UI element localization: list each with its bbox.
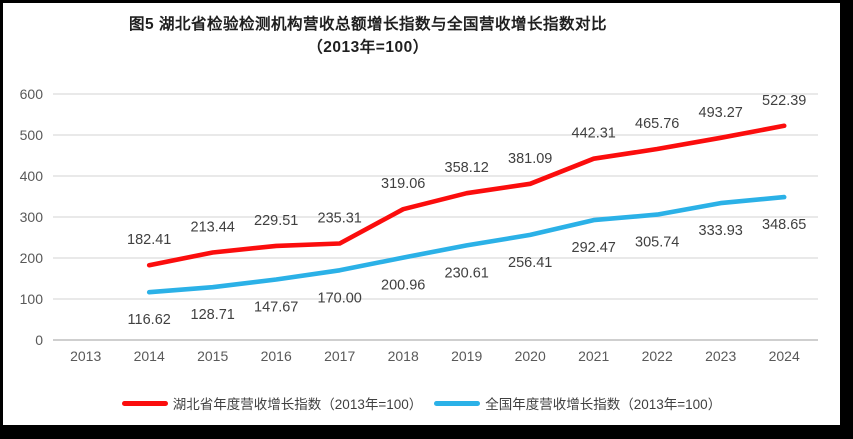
chart-title-line1: 图5 湖北省检验检测机构营收总额增长指数与全国营收增长指数对比	[129, 16, 607, 33]
x-axis-tick-label: 2018	[388, 348, 419, 364]
data-label: 319.06	[381, 176, 425, 192]
y-axis-tick-label: 400	[20, 168, 44, 184]
x-axis-tick-label: 2017	[324, 348, 355, 364]
data-label: 522.39	[762, 93, 806, 109]
x-axis-tick-label: 2021	[578, 348, 609, 364]
x-axis-tick-label: 2024	[769, 348, 800, 364]
y-axis-tick-label: 300	[20, 209, 44, 225]
plot-area: 0 100 200 300 400 500 600 2013 2014 2015 2016 2017 2…	[3, 3, 840, 425]
chart-title-line2: （2013年=100）	[307, 39, 429, 56]
data-label: 235.31	[318, 211, 362, 227]
legend-line-swatch	[121, 400, 168, 406]
chart-figure: 图5 湖北省检验检测机构营收总额增长指数与全国营收增长指数对比 （2013年=1…	[3, 3, 840, 425]
legend: 湖北省年度营收增长指数（2013年=100） 全国年度营收增长指数（2013年=1…	[3, 393, 840, 413]
data-label: 200.96	[381, 278, 425, 294]
data-label: 465.76	[635, 116, 679, 132]
data-label: 256.41	[508, 255, 552, 271]
legend-label: 湖北省年度营收增长指数（2013年=100）	[172, 397, 423, 412]
data-label: 493.27	[699, 105, 743, 121]
y-axis-tick-label: 500	[20, 127, 44, 143]
data-label: 305.74	[635, 235, 679, 251]
legend-line-swatch	[434, 400, 481, 406]
data-label: 229.51	[254, 213, 298, 229]
data-label: 333.93	[699, 223, 743, 239]
x-axis-tick-label: 2015	[197, 348, 228, 364]
data-label: 147.67	[254, 299, 298, 315]
y-axis-tick-label: 200	[20, 250, 44, 266]
y-axis-tick-label: 600	[20, 86, 44, 102]
data-label: 442.31	[572, 126, 616, 142]
data-label: 128.71	[191, 307, 235, 323]
chart-title: 图5 湖北省检验检测机构营收总额增长指数与全国营收增长指数对比 （2013年=1…	[3, 13, 733, 59]
data-label: 292.47	[572, 240, 616, 256]
data-label: 348.65	[762, 217, 806, 233]
national-series-line	[146, 194, 787, 295]
data-label: 213.44	[191, 219, 235, 235]
x-axis-tick-label: 2013	[70, 348, 101, 364]
x-axis-tick-label: 2019	[451, 348, 482, 364]
x-axis-tick-label: 2014	[134, 348, 165, 364]
x-axis-tick-label: 2020	[515, 348, 546, 364]
x-axis-tick-label: 2016	[261, 348, 292, 364]
hubei-series-line	[146, 123, 787, 268]
data-label: 230.61	[445, 265, 489, 281]
data-label: 358.12	[445, 160, 489, 176]
data-label: 170.00	[318, 290, 362, 306]
legend-item-national: 全国年度营收增长指数（2013年=100）	[434, 393, 721, 413]
data-label: 116.62	[128, 312, 171, 328]
x-axis-tick-label: 2023	[705, 348, 736, 364]
legend-item-hubei: 湖北省年度营收增长指数（2013年=100）	[121, 393, 423, 413]
x-axis-tick-label: 2022	[642, 348, 673, 364]
chart-canvas: 0 100 200 300 400 500 600 2013 2014 2015 2016 2017 2…	[20, 86, 818, 364]
data-label: 182.41	[127, 232, 171, 248]
y-axis-tick-label: 100	[20, 291, 44, 307]
data-label: 381.09	[508, 151, 552, 167]
legend-label: 全国年度营收增长指数（2013年=100）	[485, 397, 722, 412]
y-axis-tick-label: 0	[35, 332, 43, 348]
